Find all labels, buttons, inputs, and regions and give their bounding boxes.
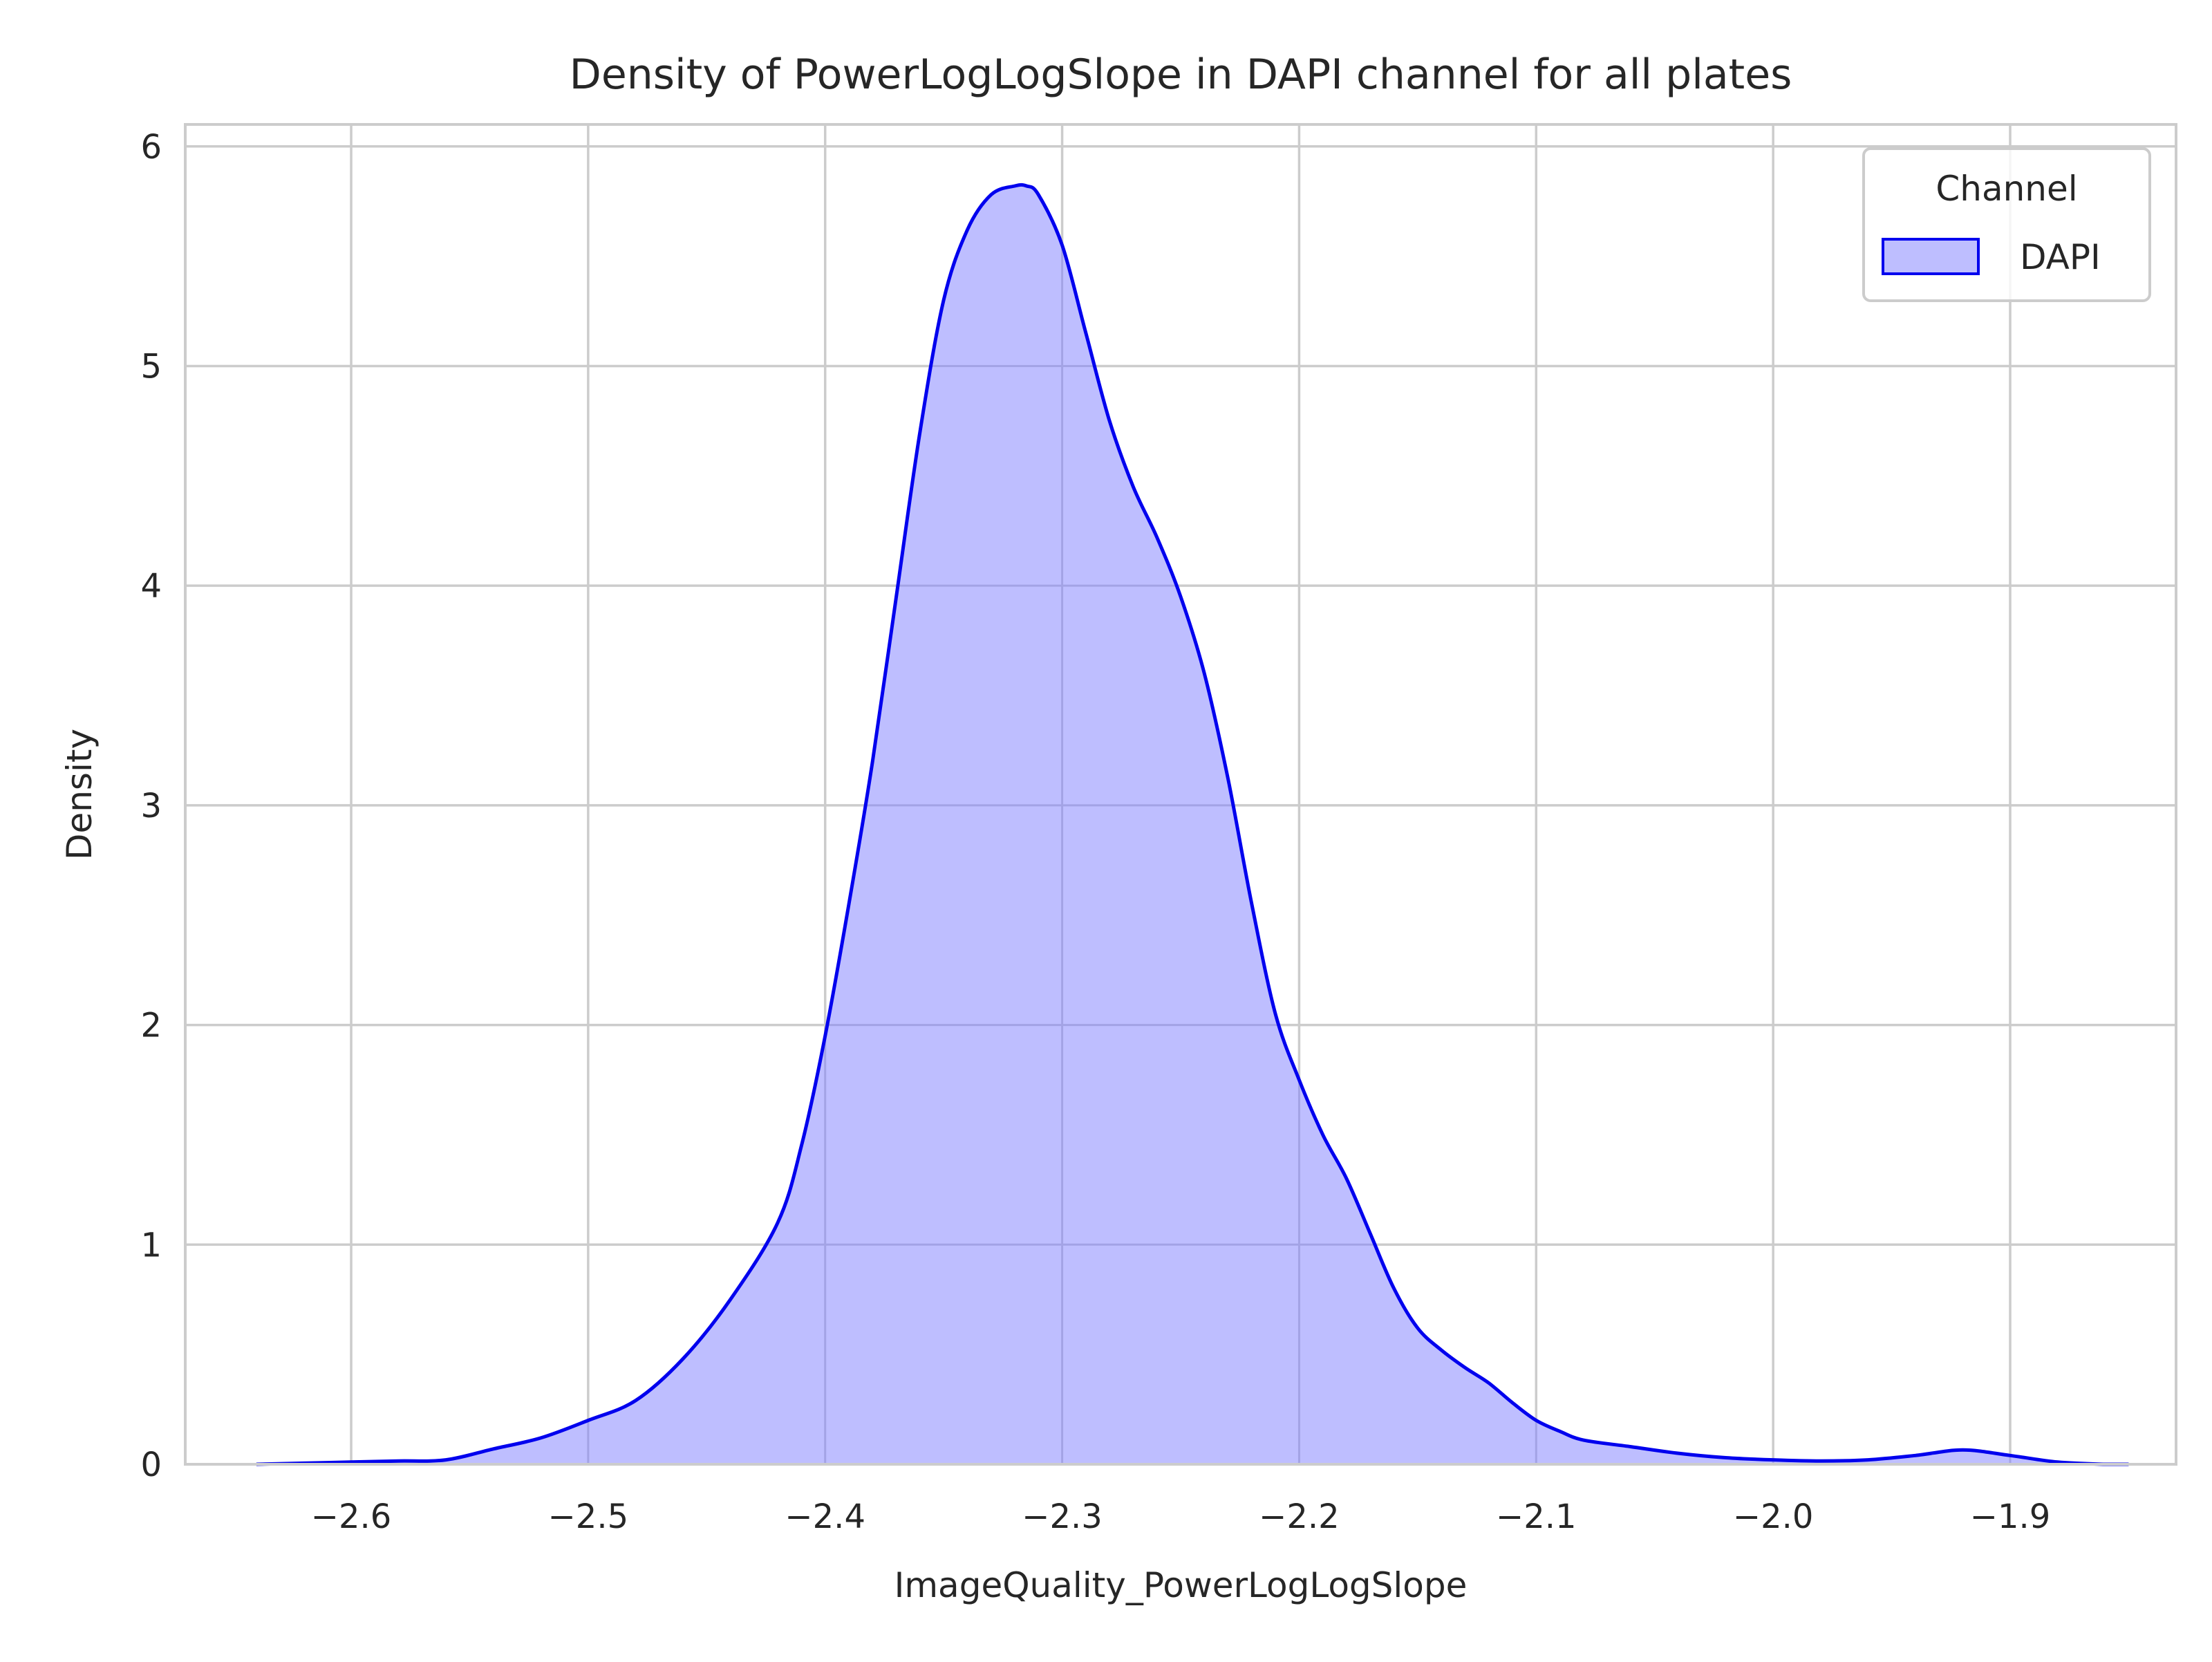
series-layer bbox=[256, 183, 2129, 1466]
y-tick-label: 2 bbox=[140, 1007, 162, 1045]
x-tick-label: −2.4 bbox=[785, 1497, 865, 1536]
chart-title: Density of PowerLogLogSlope in DAPI chan… bbox=[570, 50, 1792, 99]
series-line-dapi bbox=[256, 183, 2129, 1466]
y-tick-label: 5 bbox=[140, 347, 162, 386]
x-axis-label: ImageQuality_PowerLogLogSlope bbox=[894, 1565, 1468, 1605]
series-area-dapi bbox=[256, 185, 2129, 1464]
y-tick-label: 4 bbox=[140, 567, 162, 606]
y-tick-label: 0 bbox=[140, 1446, 162, 1484]
legend-entry-dapi: DAPI bbox=[2020, 237, 2101, 277]
y-tick-label: 6 bbox=[140, 128, 162, 167]
x-tick-label: −2.6 bbox=[311, 1497, 392, 1536]
legend-swatch-dapi bbox=[1882, 238, 1980, 275]
x-tick-label: −2.2 bbox=[1259, 1497, 1340, 1536]
grid-layer bbox=[185, 124, 2176, 1466]
x-tick-label: −2.1 bbox=[1496, 1497, 1577, 1536]
legend-title: Channel bbox=[1936, 169, 2077, 209]
x-tick-label: −2.0 bbox=[1733, 1497, 1814, 1536]
tick-layer: −2.6 −2.5 −2.4 −2.3 −2.2 −2.1 −2.0 −1.9 0 1 2 3 4 5 6 bbox=[140, 128, 2050, 1536]
plot-frame bbox=[184, 123, 2177, 1466]
x-tick-label: −2.5 bbox=[548, 1497, 629, 1536]
x-tick-label: −1.9 bbox=[1970, 1497, 2051, 1536]
y-tick-label: 1 bbox=[140, 1226, 162, 1264]
y-axis-label: Density bbox=[59, 729, 100, 860]
y-tick-label: 3 bbox=[140, 787, 162, 825]
legend: Channel DAPI bbox=[1862, 147, 2151, 302]
x-tick-label: −2.3 bbox=[1022, 1497, 1103, 1536]
